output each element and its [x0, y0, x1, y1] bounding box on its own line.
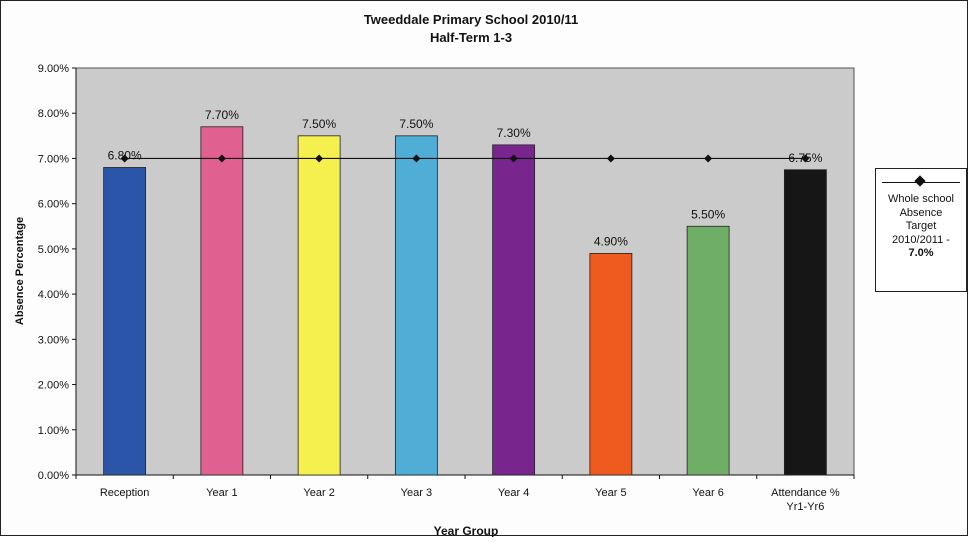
data-label: 4.90%: [594, 234, 628, 248]
data-labels: 6.80% 7.70% 7.50% 7.50% 7.30% 4.90% 5.50% 6.75%: [108, 108, 823, 249]
bar: [492, 144, 536, 476]
bar: [200, 126, 244, 476]
y-axis: 0.00% 1.00% 2.00% 3.00% 4.00% 5.00% 6.00% 7.00%…: [38, 63, 77, 482]
bar: [394, 135, 438, 476]
target-point: [509, 154, 518, 163]
y-tick-label: 3.00%: [38, 334, 69, 346]
target-point: [606, 154, 615, 163]
bar: [783, 169, 827, 476]
y-tick-label: 1.00%: [38, 425, 69, 437]
bar: [103, 167, 147, 476]
data-label: 6.75%: [788, 151, 822, 165]
y-axis-title: Absence Percentage: [14, 217, 26, 325]
bar: [686, 225, 730, 476]
legend: Whole school Absence Target 2010/2011 - …: [875, 168, 967, 292]
data-label: 7.30%: [497, 126, 531, 140]
y-tick-label: 4.00%: [38, 289, 69, 301]
x-tick-label: Year 3: [401, 487, 432, 499]
legend-value: 7.0%: [908, 247, 934, 259]
x-axis-title: Year Group: [434, 524, 499, 537]
target-point: [120, 154, 129, 163]
bar: [297, 135, 341, 476]
plot-area: [75, 67, 855, 476]
data-label: 7.70%: [205, 108, 239, 122]
target-point: [217, 154, 226, 163]
target-point: [315, 154, 324, 163]
data-label: 7.50%: [399, 117, 433, 131]
target-point: [412, 154, 421, 163]
x-axis: Reception Year 1 Year 2 Year 3 Year 4 Year 5 Y…: [75, 474, 855, 513]
legend-label: Whole school Absence Target 2010/2011 -: [887, 193, 955, 246]
target-line-series: [120, 154, 810, 163]
y-tick-label: 6.00%: [38, 199, 69, 211]
target-point: [704, 154, 713, 163]
y-tick-label: 9.00%: [38, 63, 69, 75]
y-tick-label: 5.00%: [38, 244, 69, 256]
bar-series: [103, 126, 827, 476]
legend-diamond-line-icon: [876, 173, 966, 191]
chart-subtitle: Half-Term 1-3: [430, 30, 512, 45]
data-label: 7.50%: [302, 117, 336, 131]
x-tick-label: Year 5: [595, 487, 626, 499]
x-tick-label: Year 2: [303, 487, 334, 499]
y-tick-label: 0.00%: [38, 470, 69, 482]
y-tick-label: 2.00%: [38, 380, 69, 392]
x-tick-label: Attendance % Yr1-Yr6: [771, 487, 840, 513]
bar: [589, 253, 633, 476]
data-label: 5.50%: [691, 207, 725, 221]
data-label: 6.80%: [108, 148, 142, 162]
chart-title: Tweeddale Primary School 2010/11: [364, 12, 578, 27]
x-tick-label: Year 4: [498, 487, 529, 499]
x-tick-label: Year 6: [692, 487, 723, 499]
target-point: [801, 154, 810, 163]
x-tick-label: Reception: [100, 487, 150, 499]
x-tick-label: Year 1: [206, 487, 237, 499]
y-tick-label: 8.00%: [38, 108, 69, 120]
y-tick-label: 7.00%: [38, 153, 69, 165]
